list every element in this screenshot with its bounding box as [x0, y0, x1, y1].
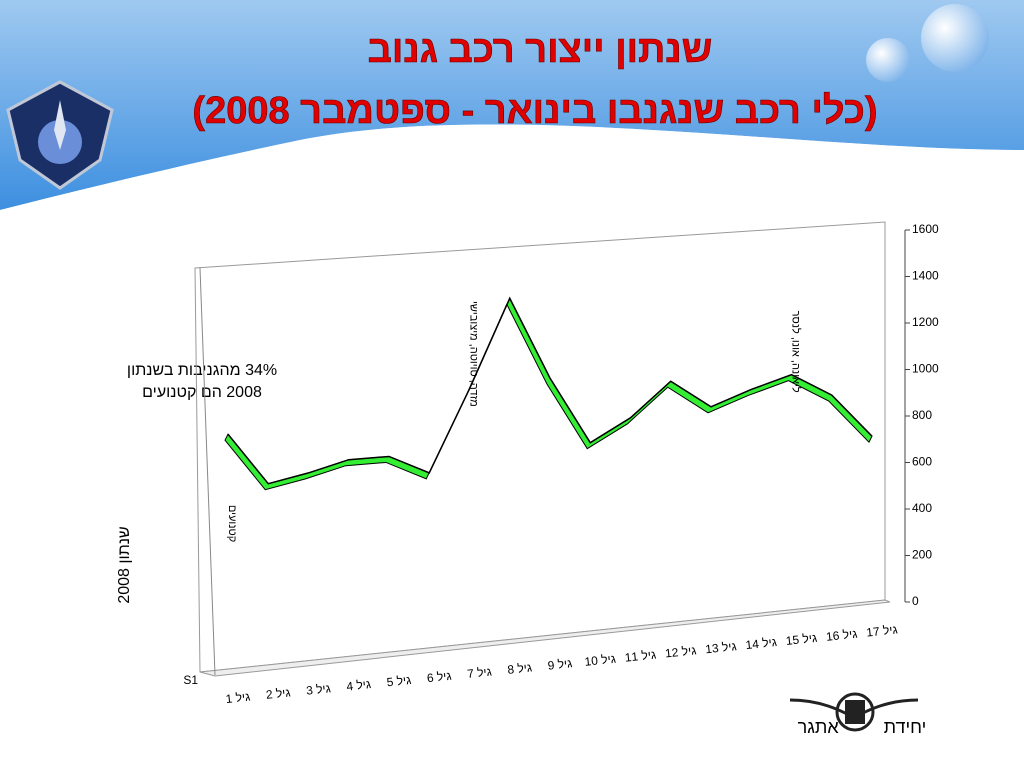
x-tick-label: גיל 13: [705, 639, 738, 656]
y-tick-label: 1400: [912, 269, 939, 283]
x-tick-label: גיל 17: [866, 622, 899, 639]
y-tick-label: 800: [912, 408, 932, 422]
x-tick-label: גיל 3: [305, 681, 331, 697]
y-tick-label: 1600: [912, 222, 939, 236]
y-tick-label: 400: [912, 501, 932, 515]
y-tick-label: 1200: [912, 315, 939, 329]
x-tick-label: גיל 9: [547, 656, 573, 672]
x-tick-label: גיל 14: [745, 635, 778, 652]
series-label: S1: [183, 673, 198, 687]
side-label: שנתון 2008: [116, 526, 133, 603]
y-tick-label: 0: [912, 594, 919, 608]
annotation: 34% מהגניבות בשנתון 2008 הם קטנועים: [127, 362, 277, 401]
ribbon-face: [224, 297, 873, 491]
y-tick-label: 600: [912, 455, 932, 469]
x-tick-label: גיל 4: [346, 677, 372, 693]
y-tick-label: 200: [912, 548, 932, 562]
bubble: [866, 38, 910, 82]
point-label: ליאונה, אונו, לנסר: [790, 311, 803, 393]
x-tick-label: גיל 10: [584, 652, 617, 669]
x-tick-label: גיל 7: [466, 665, 492, 681]
x-tick-label: גיל 5: [386, 673, 412, 689]
point-label: קטנועים: [226, 505, 238, 542]
bubble: [921, 4, 989, 72]
x-tick-label: גיל 2: [265, 685, 291, 701]
point-label: מזדה, טויוטה, מיצובישי: [468, 301, 480, 407]
series-line: [227, 296, 873, 485]
left-axis: [199, 267, 216, 676]
x-tick-label: גיל 8: [507, 660, 533, 676]
footer: יחידת אתגר: [798, 717, 927, 737]
x-tick-label: גיל 1: [225, 690, 251, 706]
x-tick-label: גיל 11: [624, 647, 657, 664]
x-tick-label: גיל 15: [785, 631, 818, 648]
x-tick-label: גיל 12: [664, 643, 697, 660]
title: שנתון ייצור רכב גנוב: [368, 29, 713, 71]
footer-logo: [789, 692, 919, 732]
y-tick-label: 1000: [912, 362, 939, 376]
floor: [199, 599, 891, 677]
subtitle: (כלי רכב שנגנבו בינואר - ספטמבר 2008): [192, 90, 877, 132]
header-wave: [0, 124, 1024, 225]
x-tick-label: גיל 6: [426, 669, 452, 685]
logo: [6, 80, 114, 190]
x-tick-label: גיל 16: [825, 627, 858, 644]
back-wall: [194, 221, 886, 673]
header-band: [0, 0, 1024, 210]
